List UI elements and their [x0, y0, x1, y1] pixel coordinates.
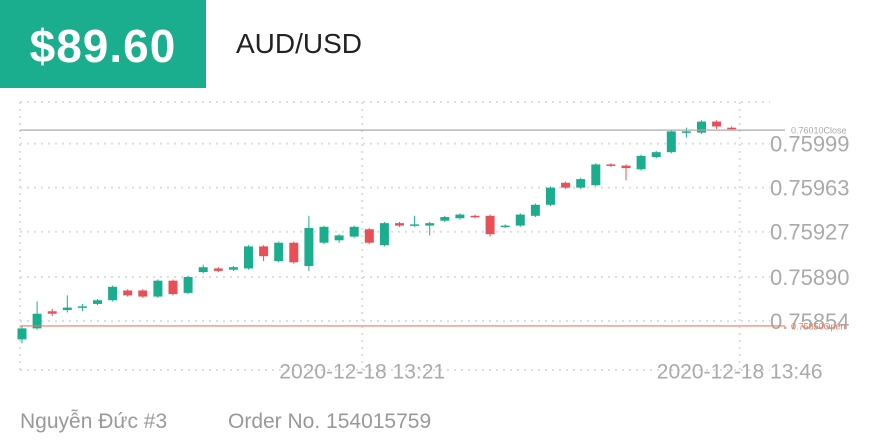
- candle-body: [259, 246, 269, 257]
- x-tick-label: 2020-12-18 13:46: [657, 361, 823, 384]
- candle-body: [228, 267, 238, 270]
- candle-body: [244, 246, 253, 269]
- candle-body: [485, 215, 495, 235]
- candle-body: [546, 187, 555, 205]
- chart: 0.75854 0.75890 0.75927 0.75963 0.75999 2020-…: [17, 101, 850, 384]
- y-tick-label: 0.75963: [770, 175, 850, 200]
- candle-body: [515, 214, 525, 226]
- candle-body: [530, 204, 540, 216]
- candle-body: [213, 268, 223, 271]
- candle-body: [591, 164, 601, 186]
- y-tick-label: 0.75999: [770, 131, 850, 156]
- candle-body: [334, 235, 344, 241]
- candle-body: [93, 300, 102, 304]
- candle-body: [379, 223, 389, 246]
- candle-body: [289, 242, 299, 263]
- candle-body: [168, 280, 178, 295]
- candle-body: [198, 267, 208, 273]
- candle-body: [621, 165, 631, 169]
- candle-body: [455, 214, 465, 219]
- candle-body: [364, 229, 374, 243]
- x-tick-label: 2020-12-18 13:21: [279, 361, 445, 384]
- reference-label: 0.75850Open: [791, 321, 846, 331]
- y-tick-label: 0.75854: [770, 309, 850, 334]
- candle-body: [319, 226, 329, 243]
- candle-body: [62, 307, 72, 311]
- y-tick-label: 0.75890: [770, 265, 850, 290]
- candle-body: [47, 311, 57, 314]
- price-box: $89.60: [0, 0, 206, 88]
- order-number: Order No. 154015759: [228, 410, 432, 433]
- candle-body: [183, 276, 193, 293]
- price: $89.60: [29, 20, 177, 72]
- candle-body: [500, 225, 510, 228]
- candle-body: [561, 182, 571, 188]
- candle-body: [274, 242, 284, 262]
- candle-body: [727, 127, 737, 130]
- y-tick-label: 0.75927: [770, 220, 850, 245]
- candle-body: [606, 164, 616, 166]
- user-name: Nguyễn Đức #3: [20, 410, 168, 433]
- candle-body: [666, 131, 676, 153]
- candle-body: [395, 223, 404, 226]
- pair: AUD/USD: [236, 28, 363, 59]
- candle-body: [138, 290, 148, 297]
- candle-body: [440, 217, 450, 221]
- candle-body: [153, 280, 163, 297]
- candle-body: [32, 313, 42, 329]
- candle-body: [636, 155, 646, 170]
- candle-body: [123, 290, 133, 296]
- candle-body: [77, 306, 87, 308]
- candle-body: [576, 179, 586, 188]
- candle-body: [712, 121, 722, 127]
- candle-body: [697, 121, 706, 133]
- candle-body: [651, 152, 661, 158]
- candle-body: [410, 224, 420, 226]
- candle-body: [349, 226, 359, 237]
- candle-body: [304, 228, 314, 266]
- candle-body: [470, 215, 480, 218]
- candle-body: [17, 328, 27, 340]
- candle-body: [425, 223, 435, 226]
- candle-body: [681, 131, 691, 133]
- reference-label: 0.76010Close: [791, 126, 847, 136]
- candle-body: [108, 286, 118, 301]
